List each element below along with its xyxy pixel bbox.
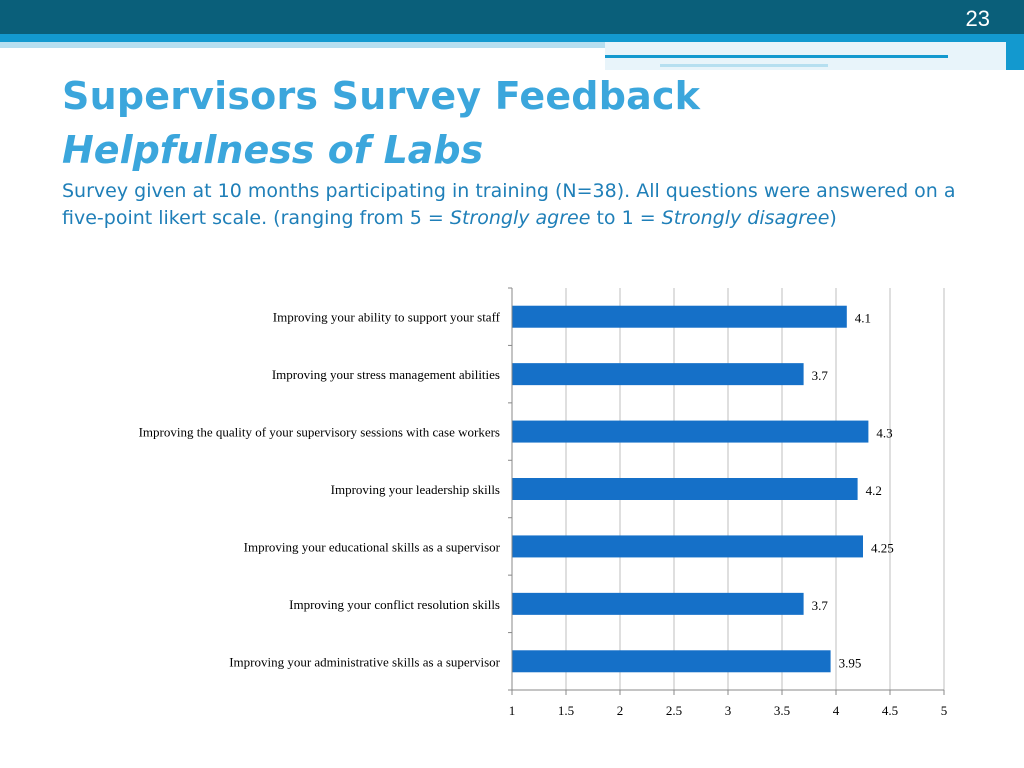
category-label: Improving the quality of your supervisor…	[139, 425, 500, 440]
bar-chart: Improving your ability to support your s…	[139, 287, 948, 718]
category-label: Improving your stress management abiliti…	[272, 367, 500, 382]
category-label: Improving your ability to support your s…	[273, 310, 501, 325]
slide-subtitle: Helpfulness of Labs	[62, 128, 484, 172]
header-bar	[0, 0, 1024, 34]
value-label: 4.3	[876, 426, 892, 441]
value-labels: 4.1 3.7 4.3 4.2 4.25 3.7 3.95	[812, 311, 894, 671]
category-label: Improving your administrative skills as …	[229, 654, 500, 669]
value-label: 4.1	[855, 311, 871, 326]
description-text-2: to 1 =	[590, 207, 662, 229]
bar	[512, 305, 847, 328]
value-label: 3.7	[812, 368, 829, 383]
slide-description: Survey given at 10 months participating …	[62, 178, 1002, 232]
description-text-1: Survey given at 10 months participating …	[62, 180, 956, 229]
header-edge-block	[1006, 42, 1024, 70]
bar	[512, 592, 804, 615]
value-label: 4.2	[866, 483, 882, 498]
value-label: 3.7	[812, 598, 829, 613]
category-labels: Improving your ability to support your s…	[139, 310, 501, 670]
x-tick-label: 1	[509, 703, 516, 718]
x-tick-label: 3	[725, 703, 732, 718]
header-stripe-light	[0, 42, 605, 48]
x-tick-label: 2.5	[666, 703, 682, 718]
page-number: 23	[965, 6, 990, 31]
description-strongly-agree: Strongly agree	[449, 207, 591, 229]
axis	[508, 287, 944, 691]
x-tick-label: 5	[941, 703, 948, 718]
bar	[512, 478, 858, 500]
header-accent-line-light	[660, 64, 828, 67]
header-stripe	[0, 34, 1024, 42]
value-label: 4.25	[871, 540, 894, 555]
description-text-3: )	[829, 207, 837, 229]
x-tick-label: 4	[833, 703, 840, 718]
x-tick-label: 2	[617, 703, 624, 718]
category-label: Improving your leadership skills	[331, 482, 500, 497]
category-label: Improving your conflict resolution skill…	[289, 597, 500, 612]
category-label: Improving your educational skills as a s…	[244, 539, 501, 554]
slide-title: Supervisors Survey Feedback	[62, 74, 701, 118]
x-tick-label: 4.5	[882, 703, 898, 718]
value-label: 3.95	[839, 655, 862, 670]
bar	[512, 363, 804, 386]
tick-labels: 1 1.5 2 2.5 3 3.5 4 4.5 5	[509, 703, 948, 718]
x-tick-label: 1.5	[558, 703, 574, 718]
bar	[512, 420, 869, 443]
bars	[512, 305, 869, 673]
x-tick-label: 3.5	[774, 703, 790, 718]
bar	[512, 650, 831, 673]
description-strongly-disagree: Strongly disagree	[661, 207, 830, 229]
bar	[512, 535, 863, 558]
header-accent-line	[605, 55, 948, 58]
